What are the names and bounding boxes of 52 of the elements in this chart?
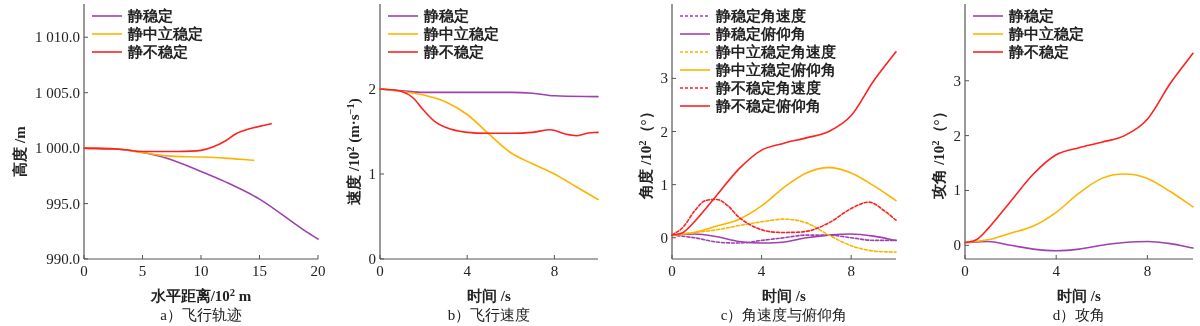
y-tick-label: 995.0 — [46, 195, 80, 212]
line-series — [83, 122, 272, 153]
y-tick-label: 1 000.0 — [35, 140, 80, 157]
y-tick-label: 2 — [368, 81, 376, 97]
x-tick-label: 15 — [252, 263, 267, 279]
x-tick-label: 4 — [463, 263, 472, 279]
legend-label: 静中立稳定角速度 — [715, 43, 836, 60]
legend-label: 静不稳定 — [127, 43, 188, 60]
x-tick-label: 10 — [193, 263, 209, 279]
y-tick-label: 0 — [660, 229, 668, 246]
y-tick-label: 0 — [368, 251, 376, 267]
legend-label: 静中立稳定 — [127, 25, 203, 42]
x-axis-title: 时间 /s — [1057, 288, 1102, 304]
legend-label: 静不稳定 — [423, 43, 484, 60]
x-tick-label: 4 — [757, 263, 766, 279]
legend-label: 静中立稳定 — [1008, 25, 1084, 42]
legend-label: 静稳定 — [1008, 7, 1054, 24]
legend-label: 静不稳定角速度 — [715, 79, 821, 96]
legend-label: 静不稳定 — [1008, 43, 1069, 60]
y-tick-label: 3 — [660, 70, 668, 87]
y-tick-label: 1 — [368, 166, 376, 182]
y-tick-label: 2 — [660, 123, 668, 140]
legend-label: 静中立稳定 — [423, 25, 499, 42]
x-tick-label: 5 — [138, 263, 147, 279]
text: d）攻角 — [1052, 307, 1106, 323]
x-axis-title: 水平距离/10$^{2}$ m — [149, 286, 252, 304]
legend-label: 静中立稳定俯仰角 — [715, 61, 836, 78]
y-tick-label: 990.0 — [46, 251, 80, 267]
y-tick-label: 1 005.0 — [35, 84, 80, 101]
x-tick-label: 4 — [1052, 263, 1061, 279]
legend-label: 静稳定俯仰角 — [715, 25, 806, 42]
legend-label: 静稳定 — [423, 7, 469, 24]
x-axis-title: 时间 /s — [467, 288, 512, 304]
legend-label: 静稳定 — [127, 7, 173, 24]
x-axis-title: 时间 /s — [762, 288, 807, 304]
line-series — [379, 88, 599, 137]
x-tick-label: 8 — [847, 263, 855, 279]
text: a）飞行轨迹 — [160, 307, 242, 323]
x-tick-label: 20 — [310, 263, 326, 279]
legend-label: 静不稳定俯仰角 — [715, 97, 821, 114]
y-tick-label: 1 — [953, 182, 961, 199]
text: c）角速度与俯仰角 — [720, 307, 848, 323]
x-tick-label: 8 — [1143, 263, 1152, 279]
text: b）飞行速度 — [447, 307, 531, 323]
x-tick-label: 8 — [550, 263, 559, 279]
legend-label: 静稳定角速度 — [715, 7, 806, 24]
y-axis-title: 高度 /m — [11, 125, 28, 177]
y-tick-label: 0 — [953, 237, 961, 254]
y-tick-label: 1 010.0 — [35, 29, 80, 46]
y-tick-label: 3 — [953, 72, 961, 89]
y-tick-label: 1 — [660, 176, 668, 193]
y-tick-label: 2 — [953, 127, 961, 144]
